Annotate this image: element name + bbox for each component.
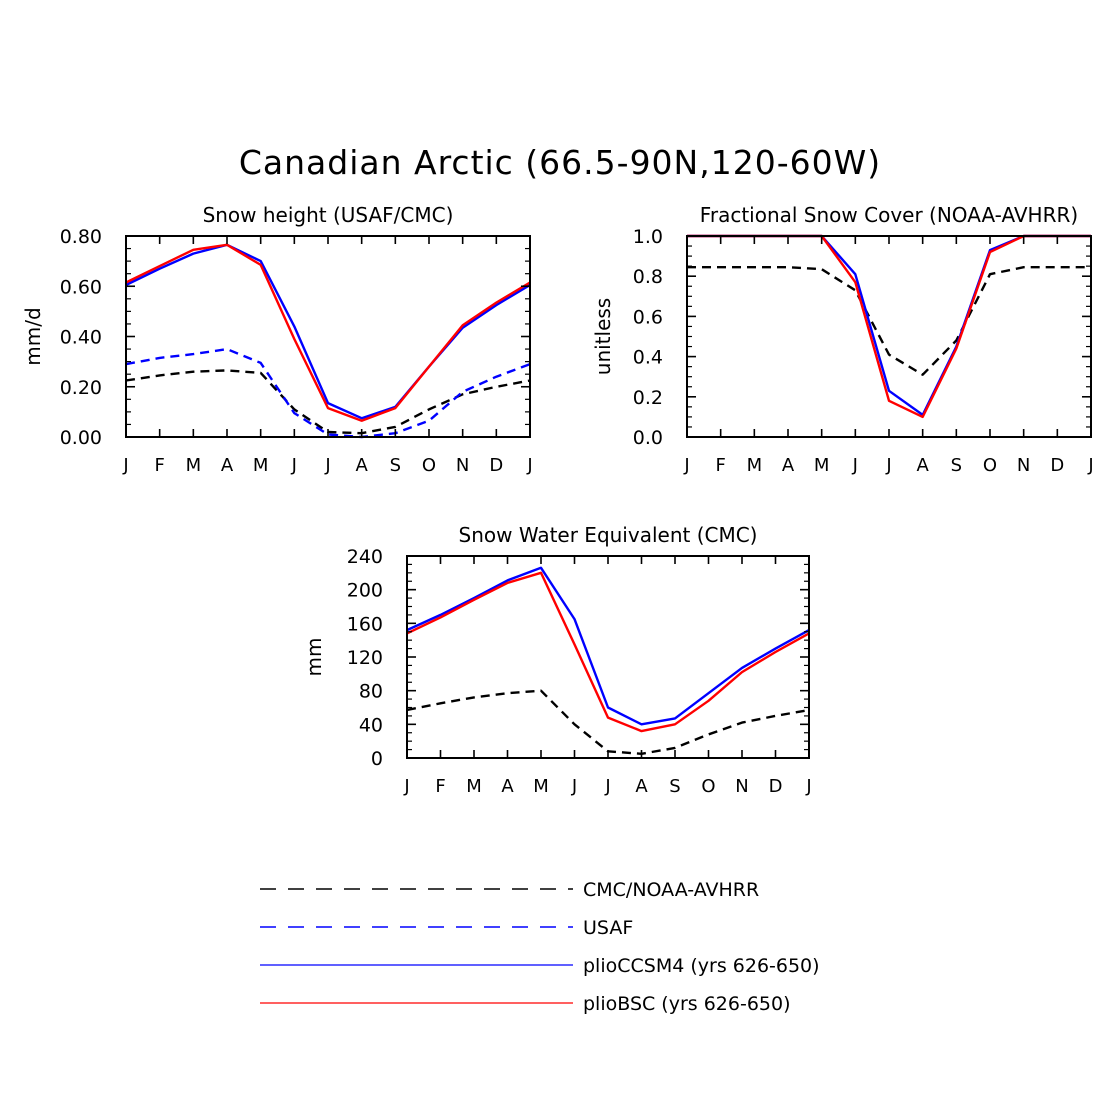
y-tick-label: 0.60 bbox=[60, 276, 102, 298]
series-line-plioccsm4-yrs-626-650- bbox=[126, 243, 530, 420]
y-tick-label: 0.20 bbox=[60, 377, 102, 399]
y-tick-label: 240 bbox=[347, 546, 383, 568]
series-line-plioccsm4-yrs-626-650- bbox=[687, 234, 1091, 417]
series-line-cmc-noaa-avhrr bbox=[407, 689, 809, 755]
x-tick-label: J bbox=[571, 776, 577, 797]
y-tick-label: 1.0 bbox=[633, 226, 663, 248]
y-tick-label: 120 bbox=[347, 647, 383, 669]
x-tick-label: J bbox=[403, 776, 409, 797]
x-tick-label: S bbox=[669, 776, 680, 797]
x-tick-label: A bbox=[635, 776, 648, 797]
y-tick-label: 160 bbox=[347, 613, 383, 635]
y-tick-label: 0.2 bbox=[633, 387, 663, 409]
panel-title: Snow height (USAF/CMC) bbox=[203, 203, 454, 227]
x-tick-label: J bbox=[852, 455, 858, 476]
x-tick-label: D bbox=[489, 455, 503, 476]
y-axis-label: mm/d bbox=[21, 307, 45, 365]
x-tick-label: S bbox=[390, 455, 401, 476]
y-tick-label: 0.40 bbox=[60, 327, 102, 349]
panel-title: Snow Water Equivalent (CMC) bbox=[459, 523, 758, 547]
y-tick-label: 0.00 bbox=[60, 427, 102, 449]
x-tick-label: J bbox=[805, 776, 811, 797]
x-tick-label: J bbox=[291, 455, 297, 476]
x-tick-label: M bbox=[814, 455, 830, 476]
y-tick-label: 0.80 bbox=[60, 226, 102, 248]
figure-title: Canadian Arctic (66.5-90N,120-60W) bbox=[238, 143, 882, 182]
y-tick-label: 40 bbox=[359, 714, 383, 736]
y-tick-label: 0.8 bbox=[633, 266, 663, 288]
x-tick-label: J bbox=[1087, 455, 1093, 476]
y-tick-label: 0 bbox=[371, 748, 383, 770]
x-tick-label: F bbox=[435, 776, 445, 797]
x-tick-label: F bbox=[715, 455, 725, 476]
x-tick-label: S bbox=[951, 455, 962, 476]
x-tick-label: M bbox=[533, 776, 549, 797]
legend-label: USAF bbox=[583, 917, 633, 939]
x-tick-label: M bbox=[747, 455, 763, 476]
legend-label: CMC/NOAA-AVHRR bbox=[583, 879, 759, 901]
legend-label: plioCCSM4 (yrs 626-650) bbox=[583, 955, 820, 977]
y-tick-label: 200 bbox=[347, 580, 383, 602]
series-line-pliobsc-yrs-626-650- bbox=[407, 571, 809, 733]
series-line-cmc-noaa-avhrr bbox=[687, 266, 1091, 376]
x-tick-label: A bbox=[221, 455, 234, 476]
x-tick-label: J bbox=[885, 455, 891, 476]
x-tick-label: D bbox=[1050, 455, 1064, 476]
x-tick-label: O bbox=[983, 455, 997, 476]
legend-label: plioBSC (yrs 626-650) bbox=[583, 993, 791, 1015]
y-axis-label: mm bbox=[302, 638, 326, 677]
y-tick-label: 0.4 bbox=[633, 347, 663, 369]
x-tick-label: J bbox=[526, 455, 532, 476]
x-tick-label: F bbox=[154, 455, 164, 476]
fractional-snow-cover-panel: J F M A M J J A S O N D J0.00.20.40.60.81.0Fractiona… bbox=[591, 203, 1094, 476]
x-tick-label: A bbox=[917, 455, 930, 476]
x-tick-label: N bbox=[735, 776, 748, 797]
panel-title: Fractional Snow Cover (NOAA-AVHRR) bbox=[700, 203, 1078, 227]
x-tick-label: J bbox=[122, 455, 128, 476]
x-tick-label: D bbox=[769, 776, 783, 797]
x-tick-label: M bbox=[186, 455, 202, 476]
x-tick-label: A bbox=[356, 455, 369, 476]
series-line-usaf bbox=[126, 347, 530, 439]
x-tick-label: J bbox=[604, 776, 610, 797]
x-tick-label: A bbox=[501, 776, 514, 797]
legend: CMC/NOAA-AVHRR USAF plioCCSM4 (yrs 626-650… bbox=[260, 879, 820, 1015]
y-tick-label: 0.0 bbox=[633, 427, 663, 449]
plot-frame bbox=[406, 555, 810, 759]
series-line-pliobsc-yrs-626-650- bbox=[126, 243, 530, 422]
y-tick-label: 80 bbox=[359, 681, 383, 703]
x-tick-label: N bbox=[1017, 455, 1030, 476]
y-tick-label: 0.6 bbox=[633, 306, 663, 328]
series-line-plioccsm4-yrs-626-650- bbox=[407, 566, 809, 726]
x-tick-label: O bbox=[422, 455, 436, 476]
y-axis-label: unitless bbox=[591, 298, 615, 375]
x-tick-label: M bbox=[466, 776, 482, 797]
x-tick-label: M bbox=[253, 455, 269, 476]
x-tick-label: J bbox=[324, 455, 330, 476]
x-tick-label: J bbox=[683, 455, 689, 476]
x-tick-label: A bbox=[782, 455, 795, 476]
x-tick-label: N bbox=[456, 455, 469, 476]
x-tick-label: O bbox=[701, 776, 715, 797]
